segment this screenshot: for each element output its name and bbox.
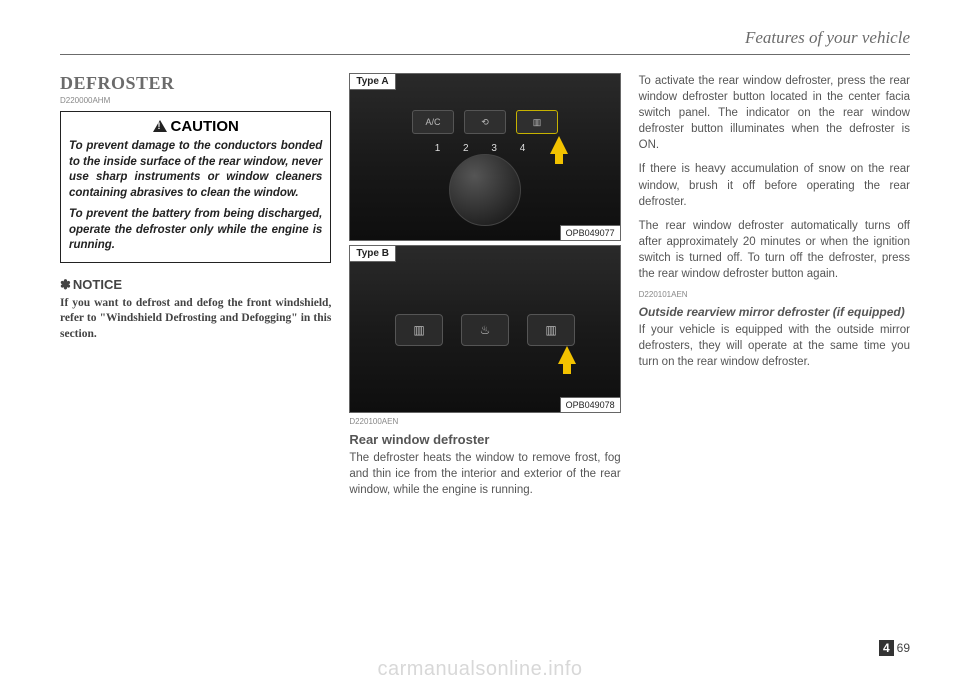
dash-buttons-row-b: ▥ ♨ ▥ [395,314,575,346]
page-num-value: 69 [897,641,910,655]
content-columns: DEFROSTER D220000AHM CAUTION To prevent … [60,73,910,506]
body-p1: To activate the rear window defroster, p… [639,73,910,153]
body-p2: If there is heavy accumulation of snow o… [639,161,910,209]
section-title: DEFROSTER [60,73,331,94]
caution-p2: To prevent the battery from being discha… [69,207,322,254]
doc-code: D220000AHM [60,96,331,105]
caution-body: To prevent damage to the conductors bond… [69,139,322,254]
dash-buttons-row: A/C ⟲ ▥ [412,110,558,134]
body-p: The defroster heats the window to remove… [349,450,620,498]
seat-heat-button: ♨ [461,314,509,346]
photo-type-a: Type A A/C ⟲ ▥ 1 2 3 4 OPB049077 [349,73,620,241]
doc-code: D220100AEN [349,417,620,426]
page-number: 469 [879,641,910,655]
defrost-button: ▥ [516,110,558,134]
column-left: DEFROSTER D220000AHM CAUTION To prevent … [60,73,331,506]
watermark: carmanualsonline.info [0,658,960,681]
image-code-a: OPB049077 [560,225,620,240]
column-right: To activate the rear window defroster, p… [639,73,910,506]
notice-label: NOTICE [73,277,122,292]
caution-title: CAUTION [69,118,322,135]
chapter-number: 4 [879,640,894,656]
notice-title: ✽NOTICE [60,277,331,293]
caution-box: CAUTION To prevent damage to the conduct… [60,111,331,263]
notice-star-icon: ✽ [60,277,71,292]
column-center: Type A A/C ⟲ ▥ 1 2 3 4 OPB049077 Type B … [349,73,620,506]
photo-type-b: Type B ▥ ♨ ▥ OPB049078 [349,245,620,413]
type-b-label: Type B [350,246,396,262]
arrow-stem [555,152,563,164]
knob-numbers: 1 2 3 4 [435,143,536,154]
header-rule [60,54,910,55]
subheading-italic: Outside rearview mirror defroster (if eq… [639,305,910,319]
body-text: To activate the rear window defroster, p… [639,73,910,282]
body-p3: The rear window defroster automatically … [639,218,910,282]
fan-knob [449,154,521,226]
warning-icon [153,120,167,132]
caution-p1: To prevent damage to the conductors bond… [69,139,322,201]
body-p: If your vehicle is equipped with the out… [639,322,910,370]
ac-button: A/C [412,110,454,134]
body-text: If your vehicle is equipped with the out… [639,322,910,370]
rear-defrost-button: ▥ [527,314,575,346]
subheading: Rear window defroster [349,432,620,447]
arrow-stem [563,362,571,374]
chapter-title: Features of your vehicle [60,28,910,54]
front-defrost-button: ▥ [395,314,443,346]
body-text: The defroster heats the window to remove… [349,450,620,498]
notice-body: If you want to defrost and defog the fro… [60,296,331,343]
type-a-label: Type A [350,74,395,90]
doc-code: D220101AEN [639,290,910,299]
image-code-b: OPB049078 [560,397,620,412]
caution-label: CAUTION [171,118,239,135]
recirc-button: ⟲ [464,110,506,134]
